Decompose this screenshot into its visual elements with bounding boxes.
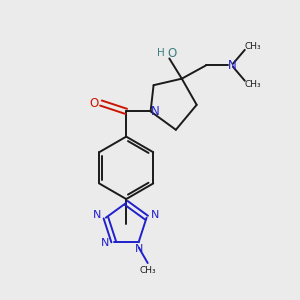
- Text: H: H: [157, 48, 164, 58]
- Text: CH₃: CH₃: [140, 266, 156, 275]
- Text: CH₃: CH₃: [245, 80, 261, 89]
- Text: O: O: [89, 97, 98, 110]
- Text: N: N: [228, 59, 236, 72]
- Text: N: N: [135, 244, 143, 254]
- Text: N: N: [151, 105, 159, 118]
- Text: CH₃: CH₃: [245, 42, 261, 51]
- Text: N: N: [93, 210, 102, 220]
- Text: N: N: [101, 238, 110, 248]
- Text: N: N: [151, 210, 159, 220]
- Text: O: O: [168, 46, 177, 60]
